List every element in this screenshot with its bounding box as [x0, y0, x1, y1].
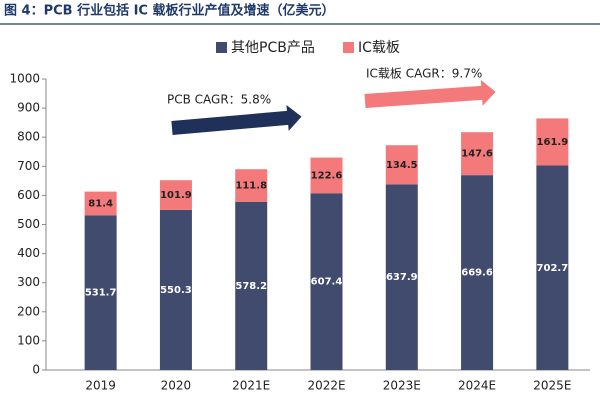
x-tick-label: 2021E [232, 379, 270, 393]
bar-segment [536, 165, 569, 370]
annotation: IC载板 CAGR：9.7% [366, 67, 482, 81]
legend-label: 其他PCB产品 [231, 40, 315, 56]
annotation: PCB CAGR：5.8% [167, 93, 271, 107]
y-tick-label: 300 [17, 275, 40, 289]
bar-segment [536, 118, 569, 166]
value-label: 147.6 [461, 149, 493, 160]
y-tick-label: 400 [17, 246, 40, 260]
bar-segment [159, 180, 192, 210]
legend-label: IC载板 [358, 40, 400, 56]
legend-swatch [343, 42, 354, 53]
chart-title: 图 4：PCB 行业包括 IC 载板行业产值及增速（亿美元） [4, 3, 335, 19]
value-label: 161.9 [537, 137, 569, 148]
y-tick-label: 600 [17, 188, 40, 202]
bar-segment [385, 145, 418, 185]
value-label: 578.2 [235, 281, 267, 292]
bar-segment [385, 184, 418, 370]
y-tick-label: 200 [17, 304, 40, 318]
y-tick-label: 1000 [9, 72, 40, 86]
value-label: 669.6 [461, 268, 493, 279]
y-tick-label: 900 [17, 101, 40, 115]
y-tick-label: 100 [17, 333, 40, 347]
value-label: 550.3 [160, 285, 192, 296]
value-label: 607.4 [311, 277, 343, 288]
y-tick-label: 700 [17, 159, 40, 173]
ic-arrow [364, 79, 496, 108]
pcb-arrow [171, 104, 302, 135]
value-label: 702.7 [537, 263, 569, 274]
bar-segment [461, 175, 494, 370]
value-label: 637.9 [386, 272, 418, 283]
legend-swatch [216, 42, 227, 53]
value-label: 111.8 [235, 180, 267, 191]
bar-segment [84, 215, 117, 370]
value-label: 134.5 [386, 160, 418, 171]
value-label: 531.7 [85, 288, 117, 299]
x-tick-label: 2023E [383, 379, 421, 393]
x-tick-label: 2025E [533, 379, 571, 393]
bar-segment [310, 157, 343, 194]
bar-segment [159, 209, 192, 370]
value-label: 122.6 [311, 170, 343, 181]
bar-segment [235, 201, 268, 370]
x-tick-label: 2024E [458, 379, 496, 393]
bar-segment [235, 169, 268, 202]
x-tick-label: 2020 [161, 379, 192, 393]
value-label: 101.9 [160, 190, 192, 201]
y-tick-label: 0 [32, 363, 40, 377]
x-tick-label: 2019 [85, 379, 116, 393]
bar-segment [84, 191, 117, 216]
value-label: 81.4 [88, 198, 113, 209]
y-tick-label: 500 [17, 217, 40, 231]
x-tick-label: 2022E [307, 379, 345, 393]
bar-segment [310, 193, 343, 370]
y-tick-label: 800 [17, 130, 40, 144]
bar-segment [461, 132, 494, 176]
